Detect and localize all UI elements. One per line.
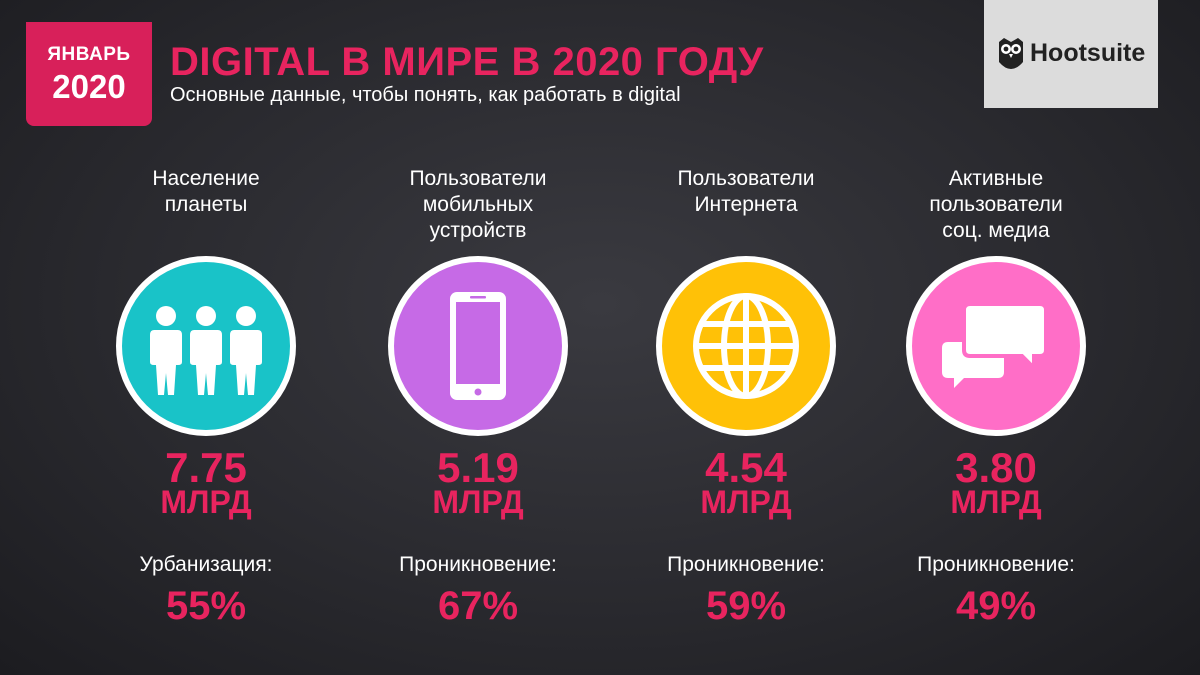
- stat-internet: Пользователи Интернета 4.54 МЛРД Проникн…: [626, 0, 866, 675]
- hootsuite-logo: Hootsuite: [984, 0, 1158, 108]
- stat-sublabel: Проникновение:: [399, 553, 557, 576]
- stat-value: 3.80: [955, 444, 1037, 491]
- stat-label: Активные пользователи соц. медиа: [929, 167, 1063, 242]
- globe-icon: [693, 293, 799, 399]
- stat-unit: МЛРД: [160, 484, 252, 520]
- page-title: DIGITAL В МИРЕ В 2020 ГОДУ: [170, 40, 764, 84]
- people-icon: [150, 306, 262, 395]
- stat-unit: МЛРД: [432, 484, 524, 520]
- stat-value: 7.75: [165, 444, 247, 491]
- owl-icon: [999, 38, 1023, 69]
- stat-circle: [656, 256, 836, 436]
- smartphone-icon: [450, 292, 506, 400]
- stat-unit: МЛРД: [950, 484, 1042, 520]
- stat-label: Пользователи мобильных устройств: [409, 167, 547, 242]
- stat-label: Население планеты: [152, 167, 260, 216]
- stat-value: 5.19: [437, 444, 519, 491]
- stat-label: Пользователи Интернета: [677, 167, 815, 216]
- date-badge: ЯНВАРЬ 2020: [26, 22, 152, 126]
- chat-bubbles-icon: [942, 302, 1048, 388]
- page-subtitle: Основные данные, чтобы понять, как работ…: [170, 84, 681, 106]
- stat-population: Население планеты 7.75 МЛРД Урбанизация:…: [86, 0, 326, 675]
- stat-social: Активные пользователи соц. медиа 3.80 МЛ…: [876, 0, 1116, 675]
- stat-unit: МЛРД: [700, 484, 792, 520]
- stat-mobile: Пользователи мобильных устройств 5.19 МЛ…: [358, 0, 598, 675]
- stat-value: 4.54: [705, 444, 787, 491]
- stat-circle: [116, 256, 296, 436]
- logo-text: Hootsuite: [1030, 39, 1146, 67]
- stat-circle: [906, 256, 1086, 436]
- stat-sublabel: Проникновение:: [917, 553, 1075, 576]
- date-month: ЯНВАРЬ: [47, 44, 131, 65]
- stat-sublabel: Проникновение:: [667, 553, 825, 576]
- stat-subvalue: 67%: [437, 584, 519, 628]
- stat-sublabel: Урбанизация:: [139, 553, 273, 576]
- stat-subvalue: 55%: [165, 584, 247, 628]
- stat-subvalue: 59%: [705, 584, 787, 628]
- stat-circle: [388, 256, 568, 436]
- stat-subvalue: 49%: [955, 584, 1037, 628]
- date-year: 2020: [52, 68, 126, 105]
